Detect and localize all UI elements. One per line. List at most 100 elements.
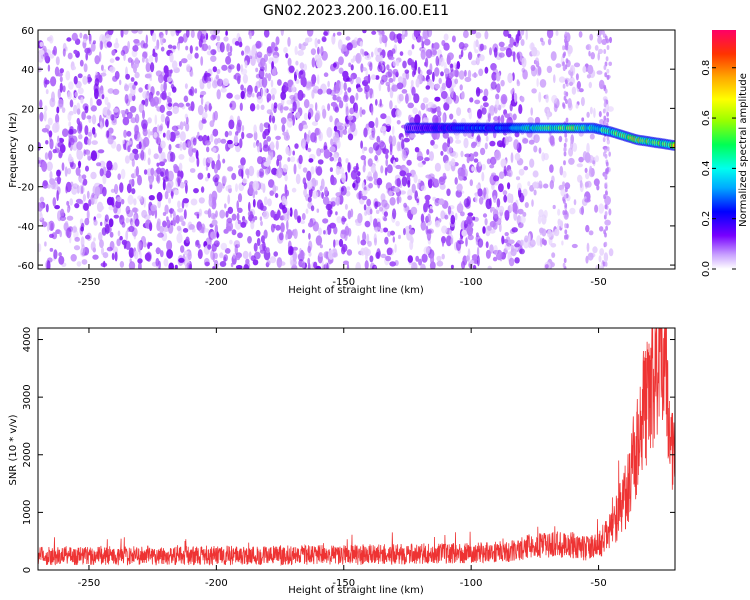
noise-blob bbox=[606, 68, 610, 74]
noise-blob bbox=[377, 47, 383, 53]
noise-blob bbox=[316, 74, 320, 85]
noise-blob bbox=[103, 260, 106, 268]
noise-blob bbox=[179, 121, 184, 131]
noise-blob bbox=[522, 69, 528, 80]
noise-blob bbox=[416, 198, 420, 203]
noise-blob bbox=[379, 34, 383, 45]
noise-blob bbox=[603, 194, 606, 200]
noise-blob bbox=[107, 135, 114, 145]
noise-blob bbox=[185, 45, 189, 51]
noise-blob bbox=[338, 238, 344, 248]
noise-blob bbox=[209, 120, 215, 128]
noise-blob bbox=[396, 196, 400, 205]
noise-blob bbox=[166, 219, 171, 229]
noise-blob bbox=[258, 68, 265, 80]
noise-blob bbox=[598, 255, 602, 263]
noise-blob bbox=[317, 88, 323, 95]
noise-blob bbox=[169, 52, 174, 63]
noise-blob bbox=[435, 55, 440, 67]
noise-blob bbox=[280, 30, 284, 36]
noise-blob bbox=[555, 63, 562, 68]
noise-blob bbox=[240, 221, 247, 228]
noise-blob bbox=[86, 190, 90, 199]
noise-blob bbox=[314, 37, 318, 48]
noise-blob bbox=[191, 148, 197, 153]
noise-blob bbox=[338, 67, 344, 74]
noise-blob bbox=[604, 261, 608, 267]
noise-blob bbox=[196, 156, 200, 168]
noise-blob bbox=[119, 214, 125, 225]
noise-blob bbox=[113, 214, 120, 219]
noise-blob bbox=[605, 99, 609, 105]
noise-blob bbox=[53, 45, 57, 56]
noise-blob bbox=[179, 131, 186, 142]
noise-blob bbox=[371, 74, 376, 80]
noise-blob bbox=[514, 257, 520, 264]
noise-blob bbox=[564, 202, 568, 208]
noise-blob bbox=[409, 229, 415, 235]
noise-blob bbox=[384, 167, 388, 176]
noise-blob bbox=[271, 167, 278, 175]
noise-blob bbox=[258, 168, 265, 179]
noise-blob bbox=[582, 151, 588, 161]
noise-blob bbox=[510, 152, 514, 164]
noise-blob bbox=[467, 212, 474, 217]
noise-blob bbox=[355, 92, 359, 101]
noise-blob bbox=[463, 198, 470, 208]
noise-blob bbox=[145, 58, 149, 64]
noise-blob bbox=[567, 102, 573, 111]
noise-blob bbox=[493, 195, 497, 204]
noise-blob bbox=[62, 48, 66, 57]
noise-blob bbox=[364, 84, 370, 93]
noise-blob bbox=[380, 165, 384, 174]
noise-blob bbox=[482, 213, 488, 218]
noise-blob bbox=[113, 162, 118, 171]
snr-x-label: Height of straight line (km) bbox=[288, 585, 424, 596]
noise-blob bbox=[520, 30, 525, 36]
noise-blob bbox=[355, 53, 361, 63]
noise-blob bbox=[125, 205, 131, 215]
noise-blob bbox=[239, 138, 243, 149]
noise-blob bbox=[589, 133, 595, 140]
noise-blob bbox=[455, 189, 462, 198]
noise-blob bbox=[170, 30, 176, 37]
noise-blob bbox=[417, 66, 421, 75]
noise-blob bbox=[271, 66, 277, 77]
noise-blob bbox=[518, 104, 523, 115]
noise-blob bbox=[256, 51, 263, 58]
noise-blob bbox=[94, 78, 100, 87]
noise-blob bbox=[87, 74, 92, 84]
noise-blob bbox=[378, 250, 381, 257]
noise-blob bbox=[215, 210, 218, 218]
noise-blob bbox=[433, 42, 440, 50]
noise-blob bbox=[167, 102, 173, 107]
noise-blob bbox=[68, 81, 74, 90]
noise-blob bbox=[323, 230, 326, 235]
noise-blob bbox=[229, 103, 233, 108]
noise-blob bbox=[477, 109, 482, 119]
noise-blob bbox=[484, 218, 488, 226]
noise-blob bbox=[311, 121, 319, 126]
noise-blob bbox=[420, 49, 426, 60]
noise-blob bbox=[170, 84, 175, 90]
noise-blob bbox=[274, 46, 279, 52]
y-tick-label: 2000 bbox=[22, 442, 33, 467]
noise-blob bbox=[167, 153, 171, 162]
noise-blob bbox=[241, 50, 245, 56]
noise-blob bbox=[155, 257, 160, 267]
noise-blob bbox=[420, 102, 426, 111]
x-tick-label: -150 bbox=[332, 277, 355, 288]
noise-blob bbox=[346, 249, 353, 256]
noise-blob bbox=[243, 264, 250, 269]
noise-blob bbox=[300, 249, 304, 259]
noise-blob bbox=[101, 247, 104, 255]
noise-blob bbox=[514, 92, 518, 103]
noise-blob bbox=[379, 228, 384, 233]
noise-blob bbox=[308, 108, 314, 118]
noise-blob bbox=[332, 94, 338, 101]
noise-blob bbox=[357, 235, 360, 245]
noise-blob bbox=[315, 166, 323, 176]
chart-title: GN02.2023.200.16.00.E11 bbox=[263, 3, 449, 19]
noise-blob bbox=[225, 210, 229, 218]
noise-blob bbox=[126, 183, 132, 194]
